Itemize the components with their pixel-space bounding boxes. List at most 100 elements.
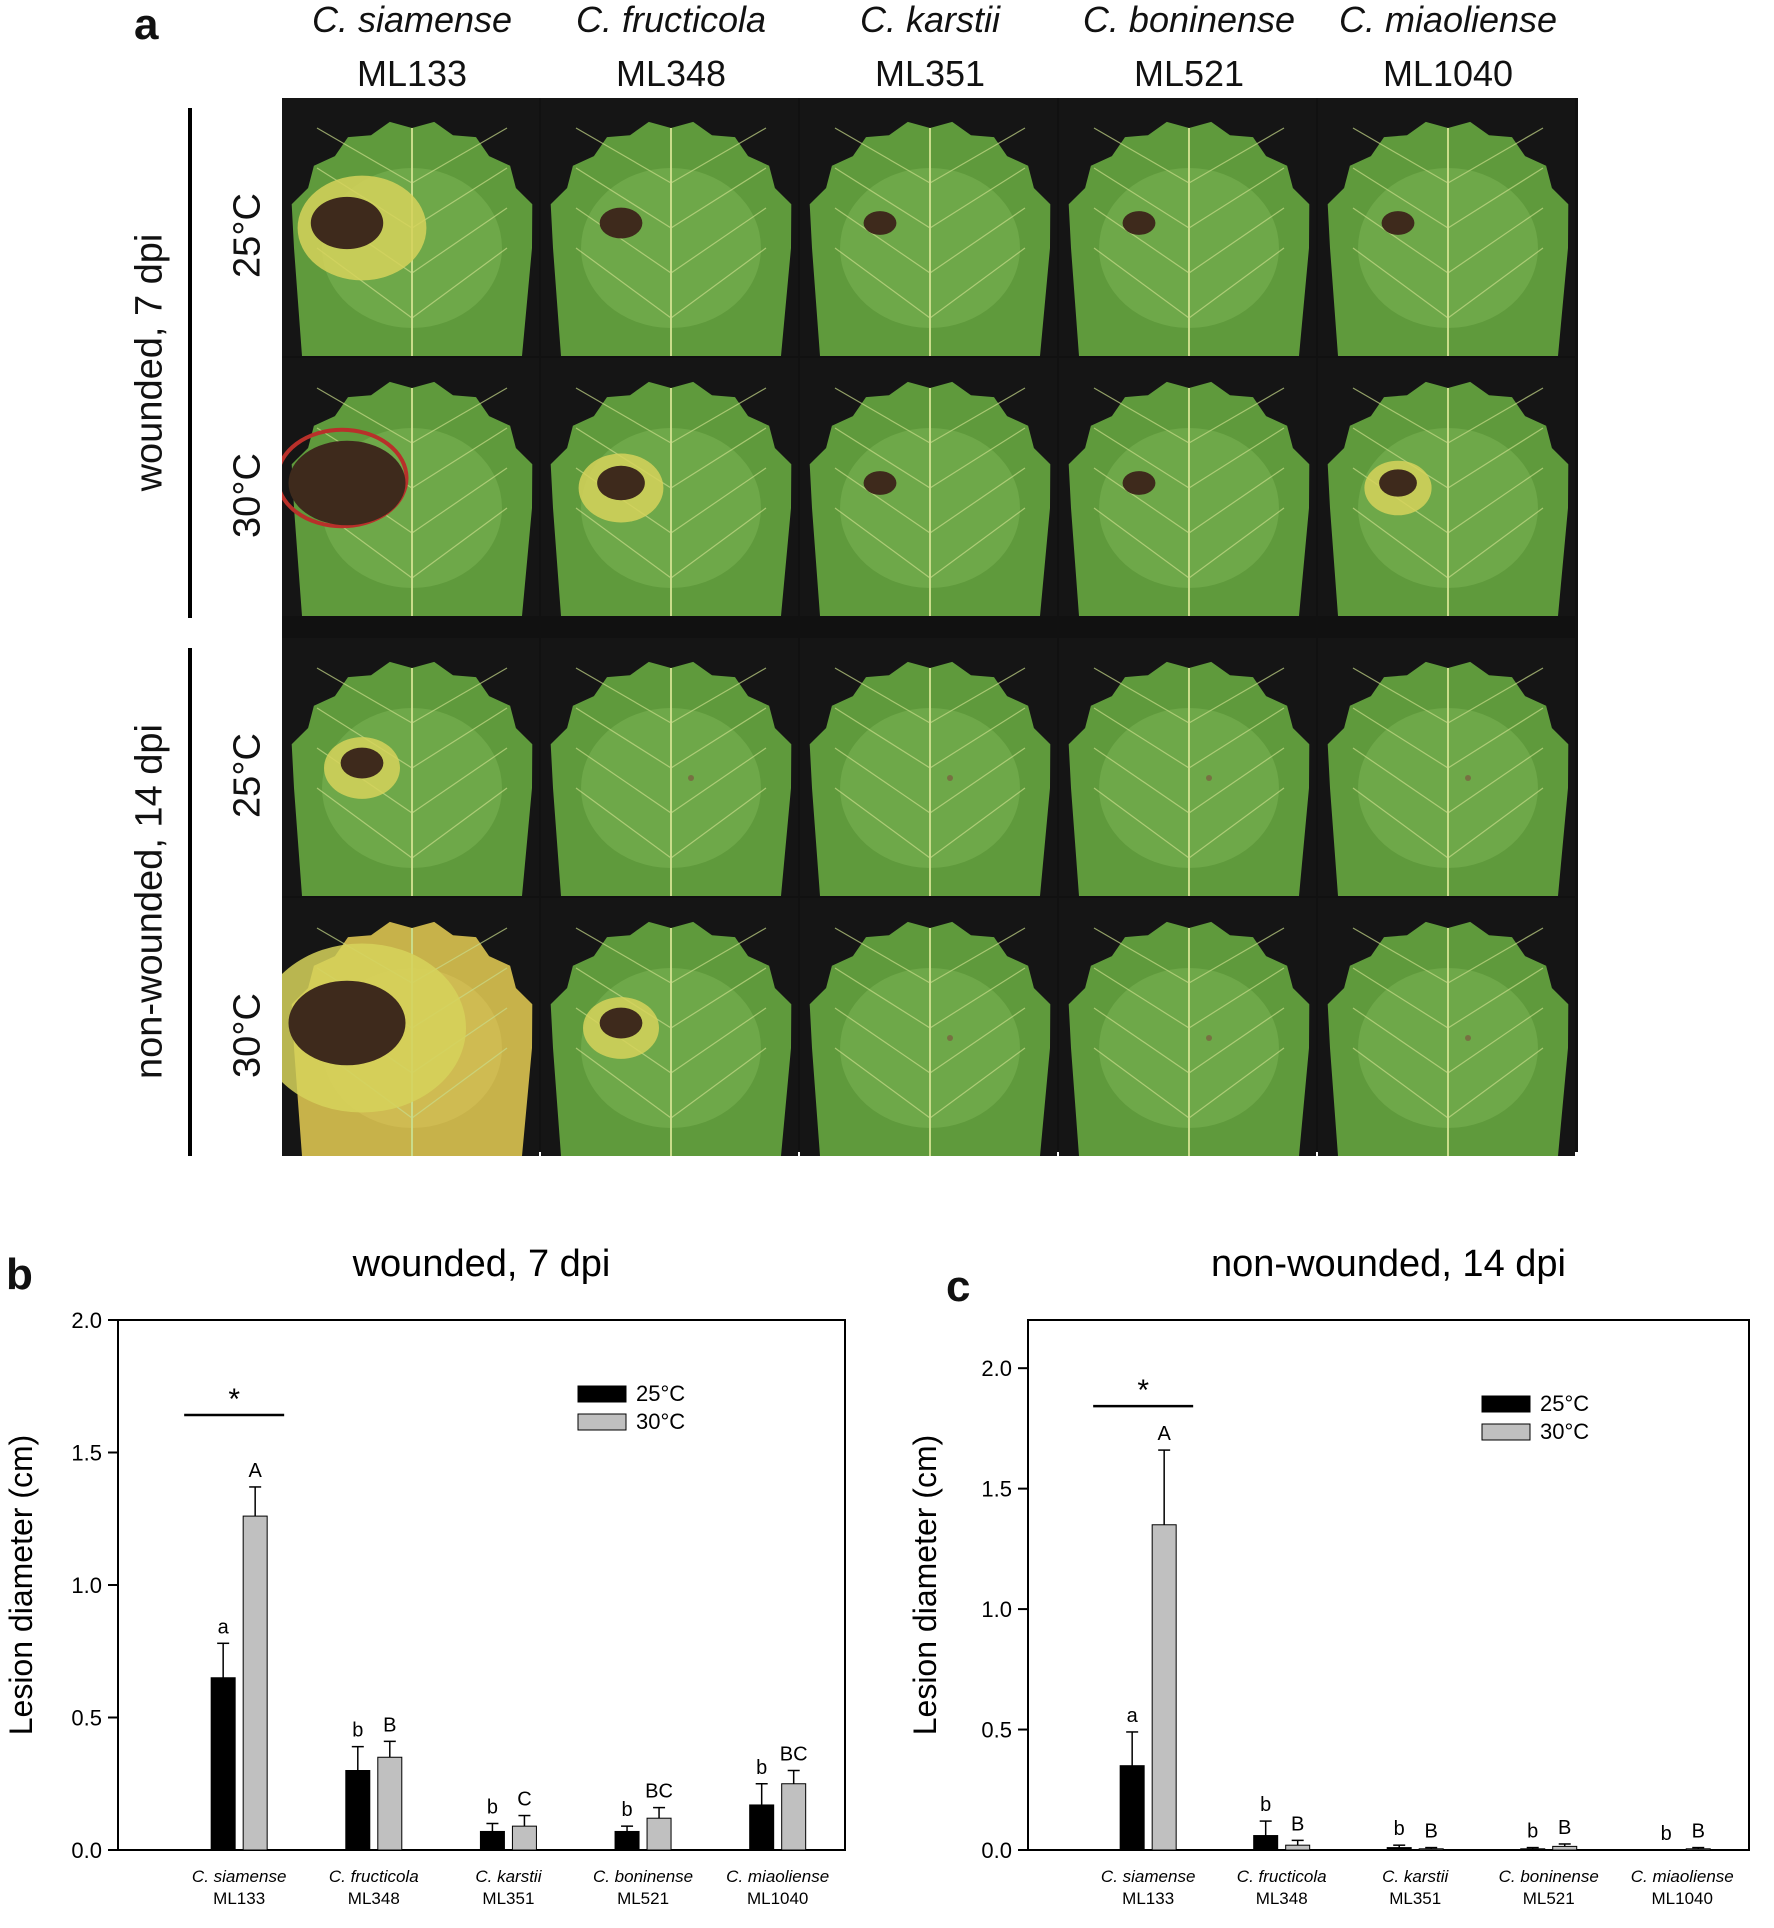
- species-name: C. boninense: [1082, 0, 1296, 40]
- leaf-vein: [929, 1047, 1026, 1119]
- strain-name: ML1040: [1382, 53, 1514, 94]
- leaf-vein: [411, 167, 508, 229]
- leaf-vein: [1352, 167, 1449, 229]
- leaf-vein: [575, 247, 672, 319]
- leaf-vein: [670, 667, 767, 724]
- legend-swatch: [577, 1413, 627, 1431]
- leaf-vein: [411, 467, 508, 534]
- leaf-vein: [1188, 747, 1285, 814]
- leaf-photo: [1318, 898, 1575, 1156]
- leaf-vein: [316, 787, 413, 859]
- x-tick-label: ML1040: [747, 1889, 808, 1908]
- leaf-vein: [1093, 1007, 1190, 1074]
- y-tick-label: 2.0: [71, 1308, 102, 1333]
- panel-c-letter: c: [946, 1262, 971, 1311]
- lesion: [288, 440, 406, 526]
- inoculation-spot: [1206, 775, 1212, 781]
- significance-letter: C: [517, 1789, 531, 1811]
- leaf-vein: [834, 127, 931, 184]
- lesion: [1122, 211, 1156, 235]
- legend-swatch: [1481, 1395, 1531, 1413]
- leaf-vein: [1447, 167, 1544, 229]
- y-axis-label: Lesion diameter (cm): [3, 1435, 39, 1736]
- leaf-vein: [1352, 207, 1449, 274]
- leaf-vein: [1352, 927, 1449, 984]
- bar: [479, 1830, 505, 1851]
- bar: [781, 1783, 807, 1851]
- significance-letter: a: [1127, 1705, 1139, 1727]
- leaf-vein: [1447, 387, 1544, 444]
- significance-letter: A: [1157, 1423, 1171, 1445]
- x-tick-label: C. miaoliense: [726, 1867, 829, 1886]
- leaf-vein: [1352, 667, 1449, 724]
- x-tick-label: C. karstii: [475, 1867, 542, 1886]
- inoculation-spot: [688, 775, 694, 781]
- x-tick-label: ML351: [482, 1889, 534, 1908]
- leaf-drawing: [541, 898, 798, 1156]
- leaf-vein: [316, 387, 413, 444]
- leaf-vein: [1093, 967, 1190, 1029]
- significance-letter: B: [383, 1714, 396, 1736]
- leaf-vein: [834, 427, 931, 489]
- leaf-vein: [1188, 927, 1285, 984]
- x-tick-label: C. siamense: [1101, 1867, 1195, 1886]
- leaf-photo: [1059, 358, 1316, 616]
- leaf-photo: [800, 358, 1057, 616]
- x-tick-label: ML133: [213, 1889, 265, 1908]
- chart-non-wounded: non-wounded, 14 dpi 0.0 0.5 1.0 1.5 2.0 Lesion…: [907, 1243, 1750, 1908]
- significance-letter: B: [1558, 1817, 1571, 1839]
- lesion: [1381, 211, 1415, 235]
- leaf-photo: [1318, 98, 1575, 356]
- leaf-vein: [1447, 967, 1544, 1029]
- group-label: non-wounded, 14 dpi: [128, 724, 171, 1079]
- x-tick-label: C. fructicola: [329, 1867, 419, 1886]
- leaf-vein: [1352, 387, 1449, 444]
- leaf-photo: [282, 98, 539, 356]
- x-tick-label: C. fructicola: [1237, 1867, 1327, 1886]
- leaf-vein: [670, 927, 767, 984]
- leaf-vein: [1352, 707, 1449, 769]
- leaf-vein: [834, 747, 931, 814]
- lesion: [1379, 469, 1417, 497]
- leaf-drawing: [800, 638, 1057, 896]
- leaf-vein: [316, 127, 413, 184]
- leaf-vein: [1188, 247, 1285, 319]
- chart-title: wounded, 7 dpi: [352, 1243, 611, 1285]
- inoculation-spot: [947, 1035, 953, 1041]
- leaf-vein: [1447, 507, 1544, 579]
- inoculation-spot: [1465, 775, 1471, 781]
- leaf-vein: [670, 747, 767, 814]
- bar: [1253, 1835, 1279, 1851]
- leaf-drawing: [1318, 358, 1575, 616]
- legend-label: 25°C: [636, 1381, 685, 1406]
- legend-swatch: [1481, 1423, 1531, 1441]
- leaf-vein: [1352, 127, 1449, 184]
- inoculation-spot: [1465, 1035, 1471, 1041]
- leaf-drawing: [541, 98, 798, 356]
- leaf-vein: [1093, 127, 1190, 184]
- significance-star: *: [1137, 1374, 1149, 1407]
- y-tick-label: 1.5: [71, 1441, 102, 1466]
- significance-letter: B: [1291, 1813, 1304, 1835]
- temperature-label: 25°C: [226, 193, 269, 278]
- leaf-vein: [834, 387, 931, 444]
- leaf-vein: [929, 387, 1026, 444]
- leaf-vein: [411, 1047, 508, 1119]
- bar: [1552, 1845, 1578, 1851]
- leaf-drawing: [1318, 638, 1575, 896]
- leaf-drawing: [800, 898, 1057, 1156]
- significance-letter: b: [1527, 1821, 1538, 1843]
- group-bracket: [188, 108, 192, 618]
- leaf-vein: [1447, 787, 1544, 859]
- leaf-vein: [929, 127, 1026, 184]
- bar: [210, 1677, 236, 1851]
- leaf-vein: [670, 247, 767, 319]
- leaf-photo: [282, 358, 539, 616]
- significance-letter: b: [487, 1797, 498, 1819]
- leaf-vein: [670, 167, 767, 229]
- leaf-vein: [670, 787, 767, 859]
- x-tick-label: ML351: [1389, 1889, 1441, 1908]
- leaf-vein: [575, 787, 672, 859]
- y-tick-label: 0.5: [981, 1718, 1012, 1743]
- lesion: [310, 196, 384, 250]
